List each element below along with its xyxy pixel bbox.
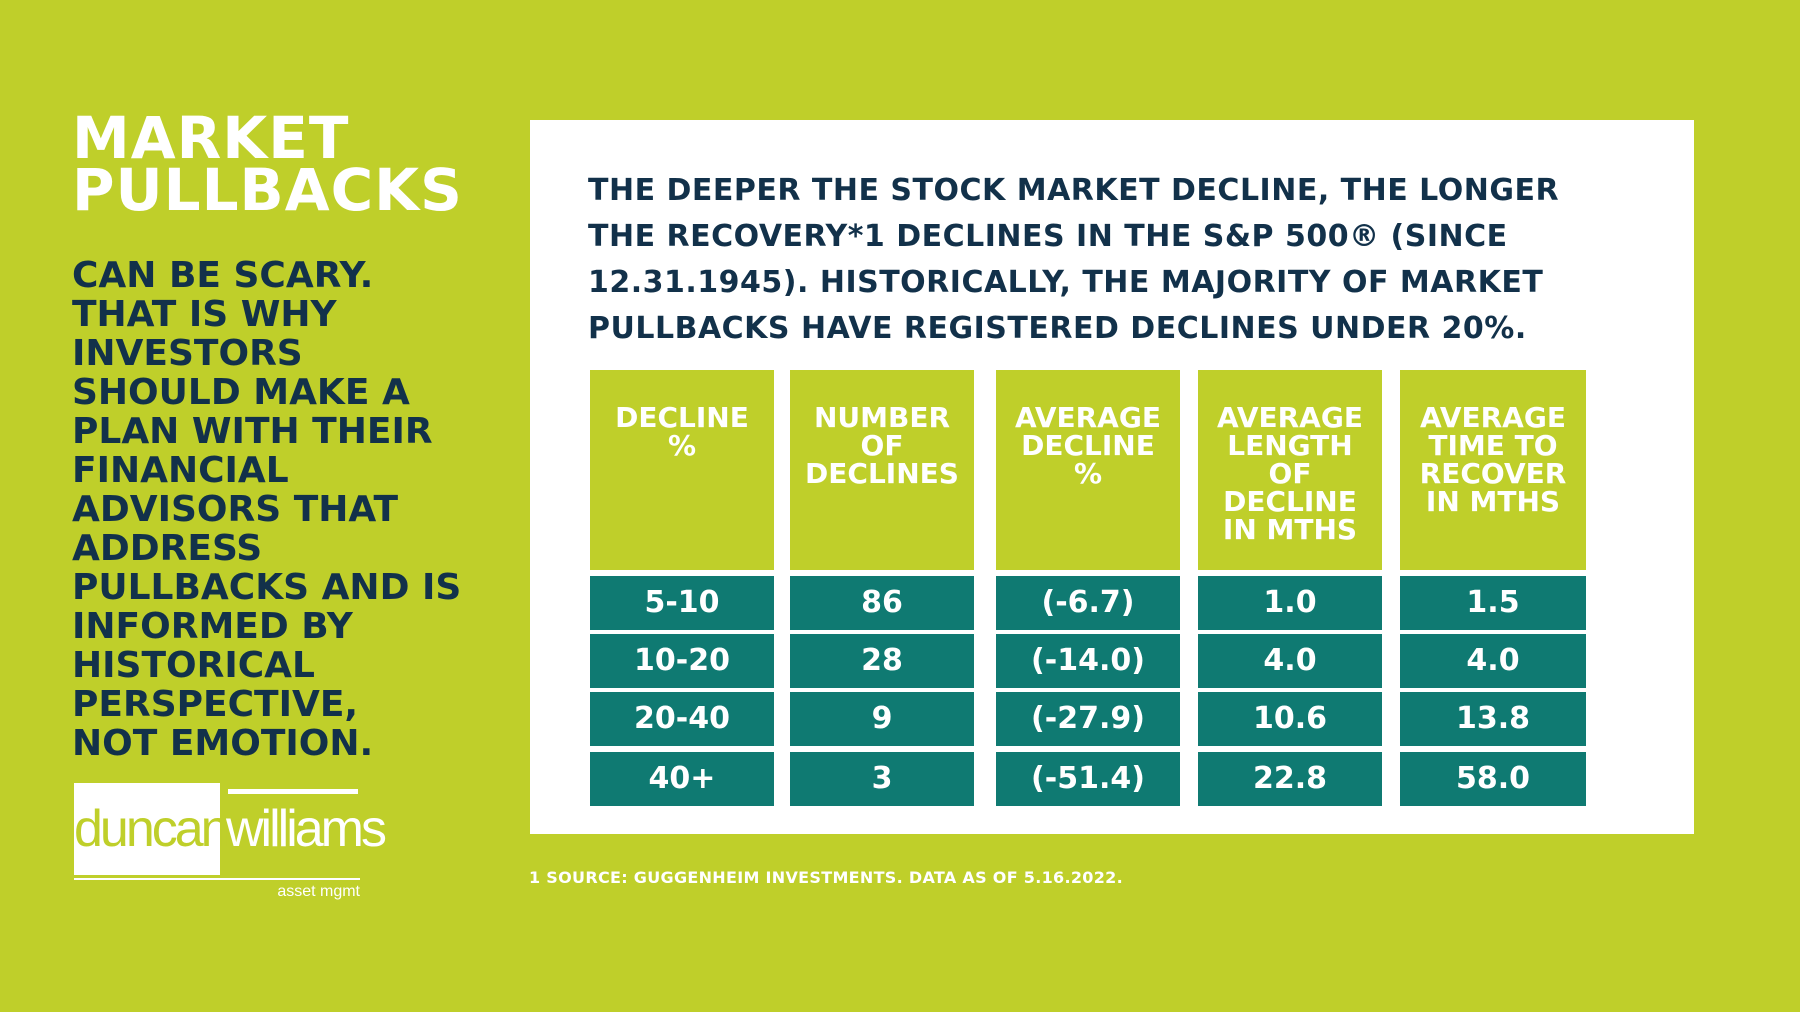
table-cell: 10-20 — [590, 634, 774, 688]
table-header-line: AVERAGE — [1420, 401, 1566, 434]
intro-line: PULLBACKS AND IS — [72, 567, 462, 608]
table-header-line: IN MTHS — [1222, 513, 1358, 546]
table-header-line: IN MTHS — [1425, 485, 1561, 518]
logo-underline — [74, 878, 360, 880]
panel-heading-line: THE DEEPER THE STOCK MARKET DECLINE, THE… — [588, 173, 1560, 208]
intro-line: FINANCIAL — [72, 450, 289, 491]
company-logo: duncan williams asset mgmt — [74, 783, 387, 900]
table-header-line: TIME TO — [1428, 429, 1558, 462]
table-header-line: AVERAGE — [1217, 401, 1363, 434]
table-cell: (-51.4) — [996, 752, 1180, 806]
intro-line: HISTORICAL — [72, 645, 315, 686]
table-cell: (-14.0) — [996, 634, 1180, 688]
table-header-line: LENGTH — [1227, 429, 1353, 462]
table-cell: 86 — [790, 576, 974, 630]
table-cell: (-6.7) — [996, 576, 1180, 630]
table-header-line: DECLINE — [615, 401, 749, 434]
intro-line: PLAN WITH THEIR — [72, 411, 433, 452]
intro-line: INFORMED BY — [72, 606, 353, 647]
data-panel: THE DEEPER THE STOCK MARKET DECLINE, THE… — [530, 120, 1694, 834]
table-header-cell: AVERAGE TIME TO RECOVER IN MTHS — [1400, 370, 1586, 570]
title-line: PULLBACKS — [72, 156, 463, 224]
table-header-line: NUMBER — [813, 401, 951, 434]
intro-line: PERSPECTIVE, — [72, 684, 359, 725]
table-cell: 10.6 — [1198, 692, 1382, 746]
intro-line: ADVISORS THAT — [72, 489, 399, 530]
table-header-line: DECLINES — [805, 457, 959, 490]
table-cell: 4.0 — [1400, 634, 1586, 688]
table-header-line: AVERAGE — [1015, 401, 1161, 434]
table-header-line: DECLINE — [1223, 485, 1357, 518]
table-header-line: RECOVER — [1419, 457, 1567, 490]
table-cell: 20-40 — [590, 692, 774, 746]
intro-line: CAN BE SCARY. — [72, 255, 374, 296]
table-cell: 22.8 — [1198, 752, 1382, 806]
table-cell: 28 — [790, 634, 974, 688]
table-header-line: OF — [860, 429, 904, 462]
intro-line: NOT EMOTION. — [72, 723, 374, 764]
intro-text: CAN BE SCARY. THAT IS WHY INVESTORS SHOU… — [72, 256, 492, 763]
table-cell: 5-10 — [590, 576, 774, 630]
panel-heading-line: PULLBACKS HAVE REGISTERED DECLINES UNDER… — [588, 311, 1527, 346]
table-header-line: OF — [1268, 457, 1312, 490]
page-title: MARKET PULLBACKS — [72, 104, 472, 224]
table-cell: 3 — [790, 752, 974, 806]
source-footnote: 1 SOURCE: GUGGENHEIM INVESTMENTS. DATA A… — [529, 868, 1123, 887]
table-header-cell: AVERAGE DECLINE% — [996, 370, 1180, 570]
table-cell: 13.8 — [1400, 692, 1586, 746]
table-header-line: DECLINE — [1021, 429, 1155, 462]
table-cell: 1.0 — [1198, 576, 1382, 630]
panel-heading-line: THE RECOVERY*1 DECLINES IN THE S&P 500® … — [588, 219, 1508, 254]
panel-heading: THE DEEPER THE STOCK MARKET DECLINE, THE… — [588, 168, 1588, 352]
logo-word-williams: williams — [226, 800, 387, 858]
table-cell: 1.5 — [1400, 576, 1586, 630]
title-line: MARKET — [72, 104, 350, 172]
table-header-line: % — [1073, 457, 1103, 490]
intro-line: ADDRESS — [72, 528, 263, 569]
logo-word-duncan: duncan — [74, 783, 230, 875]
table-cell: 9 — [790, 692, 974, 746]
table-header-line: % — [667, 429, 697, 462]
intro-line: INVESTORS — [72, 333, 303, 374]
logo-subtitle: asset mgmt — [277, 883, 360, 900]
panel-heading-line: 12.31.1945). HISTORICALLY, THE MAJORITY … — [588, 265, 1544, 300]
intro-line: SHOULD MAKE A — [72, 372, 410, 413]
logo-bar — [228, 789, 358, 794]
table-header-cell: DECLINE% — [590, 370, 774, 570]
table-header-cell: AVERAGE LENGTH OF DECLINE IN MTHS — [1198, 370, 1382, 570]
table-cell: (-27.9) — [996, 692, 1180, 746]
table-cell: 58.0 — [1400, 752, 1586, 806]
table-cell: 4.0 — [1198, 634, 1382, 688]
intro-line: THAT IS WHY — [72, 294, 337, 335]
table-header-cell: NUMBER OF DECLINES — [790, 370, 974, 570]
table-cell: 40+ — [590, 752, 774, 806]
